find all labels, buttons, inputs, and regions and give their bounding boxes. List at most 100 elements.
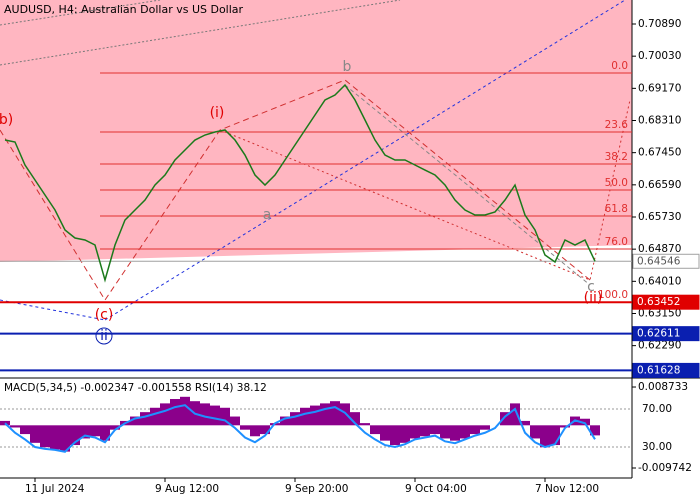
macd-bar bbox=[330, 401, 340, 426]
macd-bar bbox=[430, 425, 440, 435]
x-tick-label: 7 Nov 12:00 bbox=[535, 483, 599, 495]
wave-circle bbox=[95, 327, 113, 345]
macd-bar bbox=[500, 412, 510, 426]
macd-bar bbox=[400, 425, 410, 443]
price-tag-label: 0.61628 bbox=[637, 364, 680, 376]
macd-bar bbox=[590, 425, 600, 436]
indicator-title: MACD(5,34,5) -0.002347 -0.001558 RSI(14)… bbox=[4, 382, 267, 394]
macd-bar bbox=[420, 425, 430, 437]
macd-bar bbox=[320, 403, 330, 426]
price-tag bbox=[632, 362, 700, 378]
macd-bar bbox=[280, 416, 290, 426]
price-line bbox=[4, 83, 596, 283]
price-tag bbox=[632, 253, 700, 269]
macd-bar bbox=[290, 412, 300, 426]
fib-label: 100.0 bbox=[598, 289, 628, 301]
y-tick-label: 0.64010 bbox=[638, 275, 681, 287]
macd-bar bbox=[310, 405, 320, 426]
macd-bar bbox=[250, 425, 260, 437]
macd-bar bbox=[360, 423, 370, 426]
macd-bar bbox=[160, 403, 170, 426]
x-tick-label: 11 Jul 2024 bbox=[25, 483, 85, 495]
trend-line bbox=[0, 0, 401, 66]
macd-bar bbox=[410, 425, 420, 439]
macd-bar bbox=[540, 425, 550, 448]
macd-bar bbox=[20, 425, 30, 435]
y-tick-label: 0.62290 bbox=[638, 340, 681, 352]
wave-label: c bbox=[587, 279, 595, 295]
chart-title: AUDUSD, H4: Australian Dollar vs US Doll… bbox=[4, 3, 244, 16]
macd-bar bbox=[340, 403, 350, 426]
fib-label: 61.8 bbox=[605, 203, 628, 215]
wave-label: b bbox=[343, 59, 352, 75]
y2-tick-label: 30.00 bbox=[642, 441, 672, 453]
x-tick-label: 9 Oct 04:00 bbox=[405, 483, 467, 495]
wave-line bbox=[344, 84, 591, 286]
price-tag-label: 0.62611 bbox=[637, 328, 680, 340]
macd-bar bbox=[350, 412, 360, 426]
price-tag bbox=[632, 326, 700, 342]
trend-line bbox=[0, 0, 161, 26]
zone bbox=[0, 0, 632, 262]
y-tick-label: 0.008733 bbox=[638, 381, 688, 393]
macd-bar bbox=[50, 425, 60, 450]
macd-bar bbox=[390, 425, 400, 446]
macd-bar bbox=[180, 396, 190, 426]
macd-bar bbox=[70, 425, 80, 446]
macd-bar bbox=[60, 425, 70, 452]
wave-label: (c) bbox=[95, 307, 114, 323]
macd-bar bbox=[40, 425, 50, 448]
macd-bar bbox=[30, 425, 40, 443]
macd-bar bbox=[90, 425, 100, 437]
macd-bar bbox=[210, 405, 220, 426]
rsi-line bbox=[4, 404, 596, 453]
y-tick-label: 0.63150 bbox=[638, 307, 681, 319]
macd-bar bbox=[480, 425, 490, 430]
wave-label: (ii) bbox=[584, 290, 603, 306]
macd-bar bbox=[440, 425, 450, 439]
macd-bar bbox=[240, 425, 250, 430]
y-tick-label: 0.66590 bbox=[638, 179, 681, 191]
y-tick-label: 0.68310 bbox=[638, 115, 681, 127]
macd-bar bbox=[230, 416, 240, 426]
x-tick-label: 9 Sep 20:00 bbox=[285, 483, 348, 495]
macd-bar bbox=[510, 403, 520, 426]
macd-bar bbox=[550, 425, 560, 446]
fib-label: 0.0 bbox=[611, 60, 628, 72]
y-tick-label: 0.70030 bbox=[638, 50, 681, 62]
price-tag bbox=[632, 294, 700, 310]
macd-bar bbox=[110, 425, 120, 430]
macd-bar bbox=[220, 407, 230, 426]
price-tag-label: 0.63452 bbox=[637, 296, 680, 308]
price-tag-label: 0.64546 bbox=[637, 255, 681, 267]
macd-bar bbox=[460, 425, 470, 439]
macd-bar bbox=[260, 425, 270, 435]
wave-label: (i) bbox=[210, 105, 225, 121]
macd-bar bbox=[530, 425, 540, 439]
macd-bar bbox=[520, 420, 530, 426]
macd-bar bbox=[200, 403, 210, 426]
macd-bar bbox=[300, 407, 310, 426]
macd-bar bbox=[140, 412, 150, 426]
wave-label: b) bbox=[0, 112, 13, 128]
macd-bar bbox=[370, 425, 380, 435]
macd-bar bbox=[0, 420, 10, 426]
macd-bar bbox=[380, 425, 390, 441]
y2-tick-label: 70.00 bbox=[642, 403, 672, 415]
wave-label: a bbox=[263, 207, 272, 223]
macd-bar bbox=[80, 425, 90, 439]
wave-label: ii bbox=[100, 328, 108, 344]
fib-label: 38.2 bbox=[605, 151, 628, 163]
y-tick-label: 0.65730 bbox=[638, 211, 681, 223]
macd-bar bbox=[560, 425, 570, 428]
macd-bar bbox=[100, 425, 110, 441]
macd-bar bbox=[450, 425, 460, 441]
macd-bar bbox=[170, 398, 180, 426]
fib-label: 76.0 bbox=[605, 236, 628, 248]
macd-bar bbox=[470, 425, 480, 435]
y-tick-label: -0.009742 bbox=[638, 462, 692, 474]
x-tick-label: 9 Aug 12:00 bbox=[155, 483, 219, 495]
y-tick-label: 0.67450 bbox=[638, 147, 681, 159]
fib-label: 23.6 bbox=[605, 119, 629, 131]
